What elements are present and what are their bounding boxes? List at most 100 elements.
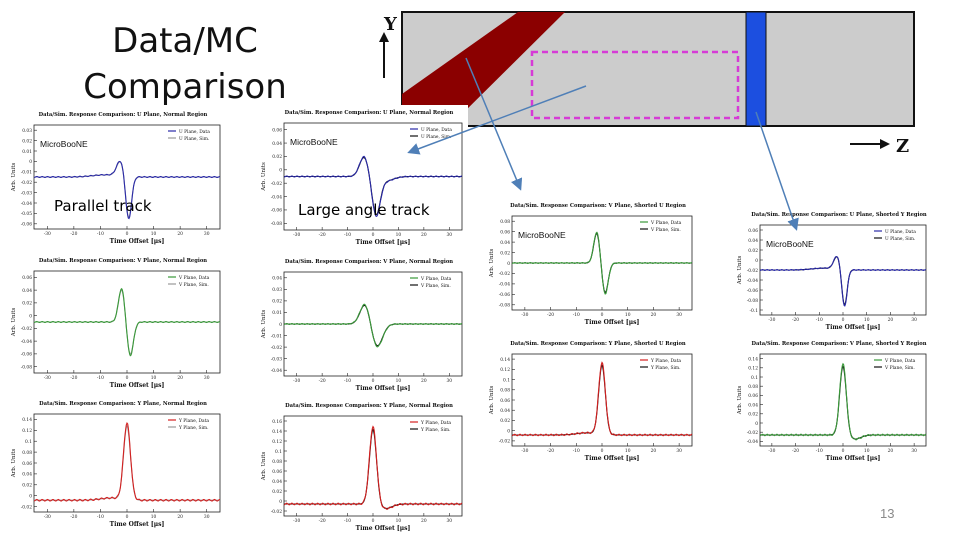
x-tick-label: -10: [816, 318, 823, 323]
y-tick-label: 0.14: [500, 358, 510, 363]
plot-title: Data/Sim. Response Comparison: V Plane, …: [752, 341, 927, 347]
x-tick-label: 20: [888, 318, 894, 323]
y-tick-label: 0.04: [748, 239, 758, 244]
x-tick-label: 30: [204, 376, 210, 381]
y-tick-label: -0.03: [21, 191, 32, 196]
y-tick-label: 0.06: [272, 470, 282, 475]
legend-entry: Y Plane, Sim.: [650, 366, 680, 371]
legend-entry: V Plane, Data: [178, 276, 210, 281]
plot-svg-9: Data/Sim. Response Comparison: Y Plane, …: [8, 396, 226, 530]
y-tick-label: 0.12: [500, 368, 510, 373]
shorted-y-region: [745, 11, 767, 127]
z-axis-arrowhead: [880, 139, 890, 149]
y-tick-label: 0.08: [500, 220, 510, 225]
y-axis-label: Arb. Units: [11, 163, 17, 193]
y-tick-label: 0.02: [272, 300, 282, 305]
data-series-line: [511, 231, 693, 295]
large-angle-track-label: Large angle track: [298, 201, 430, 219]
y-tick-label: -0.02: [21, 327, 32, 332]
x-tick-label: -30: [293, 519, 300, 524]
y-tick-label: -0.04: [271, 195, 282, 200]
legend-entry: V Plane, Sim.: [420, 284, 451, 289]
plot-panel-1: Data/Sim. Response Comparison: U Plane, …: [8, 107, 226, 247]
plot-panel-5: Data/Sim. Response Comparison: V Plane, …: [8, 253, 226, 391]
x-axis-label: Time Offset [μs]: [110, 238, 165, 245]
y-tick-label: -0.08: [21, 365, 32, 370]
x-tick-label: 20: [177, 515, 183, 520]
x-tick-label: 20: [421, 233, 427, 238]
y-tick-label: 0.12: [272, 440, 282, 445]
x-tick-label: 10: [151, 515, 157, 520]
x-tick-label: -20: [547, 313, 554, 318]
y-tick-label: 0.08: [272, 460, 282, 465]
x-tick-label: -20: [792, 318, 799, 323]
y-tick-label: 0.02: [748, 413, 758, 418]
x-tick-label: 10: [625, 313, 631, 318]
slide-title-line2: Comparison: [83, 67, 287, 107]
y-tick-label: -0.06: [21, 223, 32, 228]
plot-panel-6: Data/Sim. Response Comparison: V Plane, …: [258, 254, 468, 394]
y-axis-label: Arb. Units: [489, 249, 495, 279]
data-series-line: [283, 425, 463, 510]
x-axis-label: Time Offset [μs]: [110, 382, 165, 389]
plot-title: Data/Sim. Response Comparison: V Plane, …: [510, 203, 686, 209]
plot-title: Data/Sim. Response Comparison: U Plane, …: [285, 110, 454, 116]
y-tick-label: 0.01: [272, 311, 282, 316]
y-tick-label: 0.06: [748, 394, 758, 399]
legend-entry: V Plane, Data: [420, 277, 452, 282]
plot-title: Data/Sim. Response Comparison: V Plane, …: [285, 259, 453, 265]
plot-svg-6: Data/Sim. Response Comparison: V Plane, …: [258, 254, 468, 394]
y-tick-label: -0.04: [747, 279, 758, 284]
x-tick-label: -30: [44, 376, 51, 381]
y-tick-label: 0.02: [22, 139, 32, 144]
y-axis-label: Arb. Units: [11, 449, 17, 479]
y-tick-label: 0.1: [25, 440, 32, 445]
y-tick-label: -0.08: [747, 299, 758, 304]
plot-title: Data/Sim. Response Comparison: U Plane, …: [39, 112, 208, 118]
y-tick-label: -0.02: [271, 346, 282, 351]
legend-entry: U Plane, Data: [885, 230, 916, 235]
y-axis-label: Arb. Units: [261, 452, 267, 482]
microboone-logo: MicroBooNE: [40, 139, 88, 149]
y-tick-label: 0.02: [748, 249, 758, 254]
x-tick-label: 20: [651, 449, 657, 454]
x-tick-label: -20: [70, 376, 77, 381]
x-tick-label: 0: [842, 449, 845, 454]
y-tick-label: -0.1: [750, 309, 759, 314]
y-tick-label: 0.02: [272, 490, 282, 495]
y-tick-label: -0.06: [21, 353, 32, 358]
y-axis-label: Arb. Units: [261, 162, 267, 192]
plot-panel-8: Data/Sim. Response Comparison: V Plane, …: [734, 336, 932, 464]
x-tick-label: 0: [601, 449, 604, 454]
x-tick-label: 0: [126, 376, 129, 381]
x-tick-label: 20: [421, 519, 427, 524]
x-tick-label: -30: [293, 379, 300, 384]
y-tick-label: 0.08: [748, 385, 758, 390]
y-tick-label: 0.14: [272, 430, 282, 435]
x-tick-label: -20: [70, 232, 77, 237]
parallel-track-label: Parallel track: [54, 197, 152, 215]
x-tick-label: -30: [44, 232, 51, 237]
y-tick-label: -0.04: [271, 369, 282, 374]
x-tick-label: 0: [372, 519, 375, 524]
data-series-line: [33, 287, 221, 357]
x-tick-label: 20: [888, 449, 894, 454]
y-axis-label: Arb. Units: [737, 256, 743, 286]
y-tick-label: -0.02: [499, 440, 510, 445]
y-tick-label: 0.04: [272, 480, 282, 485]
y-axis-label: Y: [383, 14, 398, 35]
legend-entry: Y Plane, Data: [178, 419, 209, 424]
y-tick-label: -0.02: [271, 510, 282, 515]
plot-panel-9: Data/Sim. Response Comparison: Y Plane, …: [8, 396, 226, 530]
y-tick-label: -0.06: [499, 293, 510, 298]
plot-panel-7: Data/Sim. Response Comparison: Y Plane, …: [486, 336, 698, 464]
y-tick-label: 0: [755, 422, 758, 427]
x-tick-label: 20: [651, 313, 657, 318]
x-tick-label: -20: [70, 515, 77, 520]
data-series-line: [759, 256, 927, 307]
x-tick-label: 10: [151, 376, 157, 381]
legend-entry: Y Plane, Data: [650, 359, 681, 364]
slide-title: Data/MC Comparison: [60, 18, 310, 110]
y-tick-label: 0.06: [272, 128, 282, 133]
plot-background: [8, 396, 226, 530]
